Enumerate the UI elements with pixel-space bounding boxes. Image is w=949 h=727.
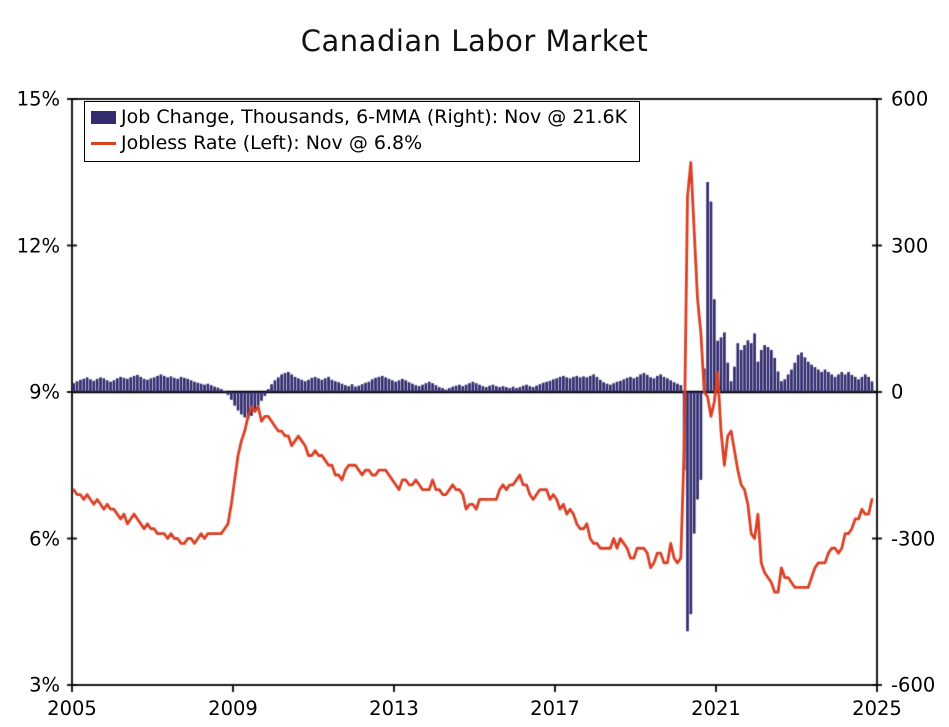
x-axis-tick-label: 2005 bbox=[47, 697, 97, 720]
left-axis-tick-label: 3% bbox=[29, 673, 60, 697]
line-series-swatch bbox=[91, 142, 116, 145]
right-axis-tick-label: 300 bbox=[891, 234, 929, 257]
legend-item-jobless-rate: Jobless Rate (Left): Nov @ 6.8% bbox=[91, 131, 627, 156]
x-axis-tick-label: 2017 bbox=[530, 697, 580, 720]
bar-series-swatch bbox=[91, 111, 116, 124]
right-axis-tick-label: -600 bbox=[891, 673, 936, 697]
right-axis-tick-label: -300 bbox=[891, 527, 936, 550]
x-axis-tick-label: 2021 bbox=[691, 697, 741, 720]
right-axis-tick-label: 0 bbox=[891, 380, 904, 404]
left-axis-tick-label: 12% bbox=[16, 234, 60, 257]
legend-item-job-change: Job Change, Thousands, 6-MMA (Right): No… bbox=[91, 105, 627, 130]
x-axis-tick-label: 2013 bbox=[369, 697, 419, 720]
right-axis-tick-label: 600 bbox=[891, 87, 929, 111]
x-axis-tick-label: 2025 bbox=[852, 697, 902, 720]
legend: Job Change, Thousands, 6-MMA (Right): No… bbox=[84, 101, 641, 162]
legend-label-job-change: Job Change, Thousands, 6-MMA (Right): No… bbox=[121, 106, 628, 128]
left-axis-tick-label: 15% bbox=[16, 87, 60, 111]
left-axis-tick-label: 6% bbox=[29, 527, 60, 550]
chart-title: Canadian Labor Market bbox=[300, 24, 649, 58]
legend-label-jobless-rate: Jobless Rate (Left): Nov @ 6.8% bbox=[121, 132, 423, 154]
left-axis-tick-label: 9% bbox=[29, 380, 60, 404]
x-axis-tick-label: 2009 bbox=[208, 697, 258, 720]
